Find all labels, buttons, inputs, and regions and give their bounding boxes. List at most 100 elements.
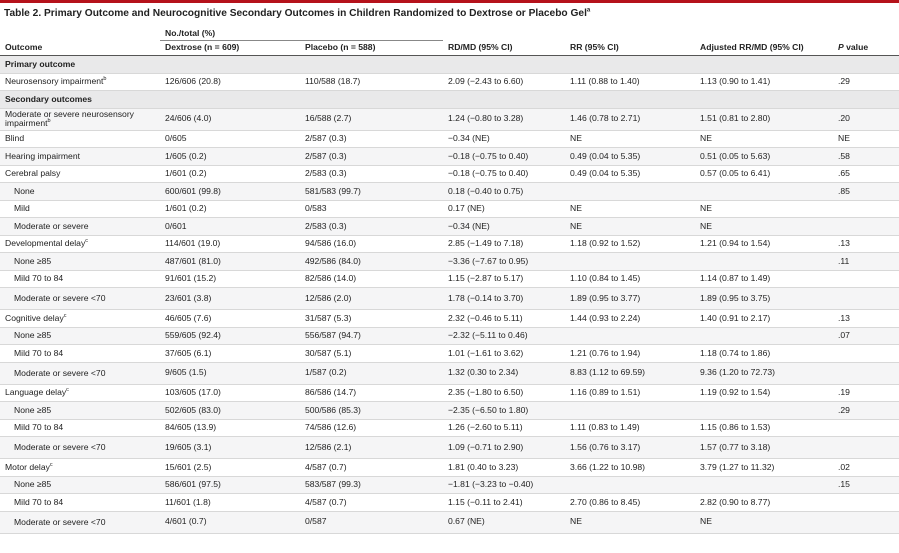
footnote-mark: c <box>66 387 69 394</box>
cell-rr: 1.89 (0.95 to 3.77) <box>565 287 695 310</box>
cell-rr: 1.56 (0.76 to 3.17) <box>565 436 695 459</box>
outcome-label: Moderate or severe neurosensory impairme… <box>0 108 160 131</box>
cell-p: .29 <box>833 401 899 420</box>
cell-dextrose: 126/606 (20.8) <box>160 73 300 91</box>
cell-placebo: 16/588 (2.7) <box>300 108 443 131</box>
section-header: Primary outcome <box>0 55 899 74</box>
cell-rr: NE <box>565 130 695 148</box>
table-row: Hearing impairment 1/605 (0.2) 2/587 (0.3)… <box>0 147 899 166</box>
cell-rdmd: 2.09 (−2.43 to 6.60) <box>443 73 565 91</box>
cell-placebo: 30/587 (5.1) <box>300 344 443 363</box>
cell-adj: 1.51 (0.81 to 2.80) <box>695 108 833 131</box>
cell-p <box>833 217 899 236</box>
col-header-placebo: Placebo (n = 588) <box>300 40 443 56</box>
cell-adj: 0.51 (0.05 to 5.63) <box>695 147 833 166</box>
cell-rdmd: −0.34 (NE) <box>443 130 565 148</box>
cell-adj <box>695 252 833 271</box>
cell-p <box>833 419 899 437</box>
cell-rdmd: 1.78 (−0.14 to 3.70) <box>443 287 565 310</box>
cell-placebo: 556/587 (94.7) <box>300 327 443 345</box>
cell-p <box>833 270 899 288</box>
table-row: Moderate or severe 0/601 2/583 (0.3) −0.34 … <box>0 217 899 236</box>
cell-p: .11 <box>833 252 899 271</box>
cell-dextrose: 15/601 (2.5) <box>160 458 300 477</box>
cell-rdmd: −0.34 (NE) <box>443 217 565 236</box>
cell-p: .15 <box>833 476 899 494</box>
cell-placebo: 581/583 (99.7) <box>300 182 443 201</box>
cell-adj: 1.57 (0.77 to 3.18) <box>695 436 833 459</box>
cell-placebo: 86/586 (14.7) <box>300 384 443 402</box>
outcome-label: Language delayc <box>0 384 160 402</box>
cell-rdmd: −0.18 (−0.75 to 0.40) <box>443 165 565 183</box>
table-row: Neurosensory impairmentb 126/606 (20.8) 11… <box>0 73 899 91</box>
outcome-label: Moderate or severe <70 <box>0 287 160 310</box>
cell-rdmd: −1.81 (−3.23 to −0.40) <box>443 476 565 494</box>
cell-rdmd: 1.32 (0.30 to 2.34) <box>443 362 565 385</box>
group-header-counts: No./total (%) <box>160 27 443 41</box>
section-header-row: Primary outcome <box>0 55 899 74</box>
outcome-label: Motor delayc <box>0 458 160 477</box>
cell-p: .19 <box>833 384 899 402</box>
cell-rr: 1.11 (0.83 to 1.49) <box>565 419 695 437</box>
header-spacer <box>443 27 565 41</box>
col-header-pvalue: P value <box>833 40 899 56</box>
cell-adj: 3.79 (1.27 to 11.32) <box>695 458 833 477</box>
cell-dextrose: 4/601 (0.7) <box>160 511 300 534</box>
cell-p: .07 <box>833 327 899 345</box>
cell-rdmd: 0.67 (NE) <box>443 511 565 534</box>
table-row: Moderate or severe <70 23/601 (3.8) 12/586… <box>0 287 899 310</box>
cell-placebo: 4/587 (0.7) <box>300 458 443 477</box>
outcome-label: Mild 70 to 84 <box>0 493 160 512</box>
cell-rr: 1.21 (0.76 to 1.94) <box>565 344 695 363</box>
title-footnote-mark: a <box>586 7 591 14</box>
cell-rr: 1.18 (0.92 to 1.52) <box>565 235 695 253</box>
cell-rdmd: −2.32 (−5.11 to 0.46) <box>443 327 565 345</box>
table-row: Mild 70 to 84 84/605 (13.9) 74/586 (12.6) 1… <box>0 419 899 437</box>
outcome-label: Mild 70 to 84 <box>0 344 160 363</box>
cell-dextrose: 37/605 (6.1) <box>160 344 300 363</box>
table-row: Mild 70 to 84 91/601 (15.2) 82/586 (14.0) 1… <box>0 270 899 288</box>
cell-rr <box>565 401 695 420</box>
table-row: None ≥85 487/601 (81.0) 492/586 (84.0) −3.3… <box>0 252 899 271</box>
col-header-rr: RR (95% CI) <box>565 40 695 56</box>
cell-placebo: 110/588 (18.7) <box>300 73 443 91</box>
cell-adj: 1.89 (0.95 to 3.75) <box>695 287 833 310</box>
cell-rdmd: 1.01 (−1.61 to 3.62) <box>443 344 565 363</box>
outcome-label: None ≥85 <box>0 252 160 271</box>
cell-adj: NE <box>695 511 833 534</box>
cell-adj: 1.14 (0.87 to 1.49) <box>695 270 833 288</box>
cell-dextrose: 9/605 (1.5) <box>160 362 300 385</box>
cell-dextrose: 600/601 (99.8) <box>160 182 300 201</box>
cell-placebo: 74/586 (12.6) <box>300 419 443 437</box>
header-spacer <box>565 27 695 41</box>
cell-adj <box>695 401 833 420</box>
cell-p <box>833 493 899 512</box>
cell-rr: 2.70 (0.86 to 8.45) <box>565 493 695 512</box>
cell-rdmd: −2.35 (−6.50 to 1.80) <box>443 401 565 420</box>
cell-p: .58 <box>833 147 899 166</box>
cell-placebo: 2/583 (0.3) <box>300 217 443 236</box>
outcome-label: Moderate or severe <box>0 217 160 236</box>
cell-rdmd: 1.26 (−2.60 to 5.11) <box>443 419 565 437</box>
cell-rdmd: 0.18 (−0.40 to 0.75) <box>443 182 565 201</box>
cell-p <box>833 287 899 310</box>
table-row: None ≥85 502/605 (83.0) 500/586 (85.3) −2.3… <box>0 401 899 420</box>
cell-dextrose: 586/601 (97.5) <box>160 476 300 494</box>
cell-placebo: 82/586 (14.0) <box>300 270 443 288</box>
cell-p <box>833 362 899 385</box>
outcome-label: None ≥85 <box>0 401 160 420</box>
accent-rule <box>0 0 899 3</box>
cell-adj: 0.57 (0.05 to 6.41) <box>695 165 833 183</box>
cell-p: .13 <box>833 235 899 253</box>
cell-rr: NE <box>565 511 695 534</box>
outcome-label: Moderate or severe <70 <box>0 511 160 534</box>
outcome-label: None ≥85 <box>0 327 160 345</box>
col-header-adjusted: Adjusted RR/MD (95% CI) <box>695 40 833 56</box>
table-row: Language delayc 103/605 (17.0) 86/586 (14.… <box>0 384 899 402</box>
cell-dextrose: 103/605 (17.0) <box>160 384 300 402</box>
cell-rr: 1.46 (0.78 to 2.71) <box>565 108 695 131</box>
cell-placebo: 0/587 <box>300 511 443 534</box>
table-row: None ≥85 586/601 (97.5) 583/587 (99.3) −1.8… <box>0 476 899 494</box>
footnote-mark: b <box>47 118 51 125</box>
footnote-mark: c <box>49 461 53 468</box>
